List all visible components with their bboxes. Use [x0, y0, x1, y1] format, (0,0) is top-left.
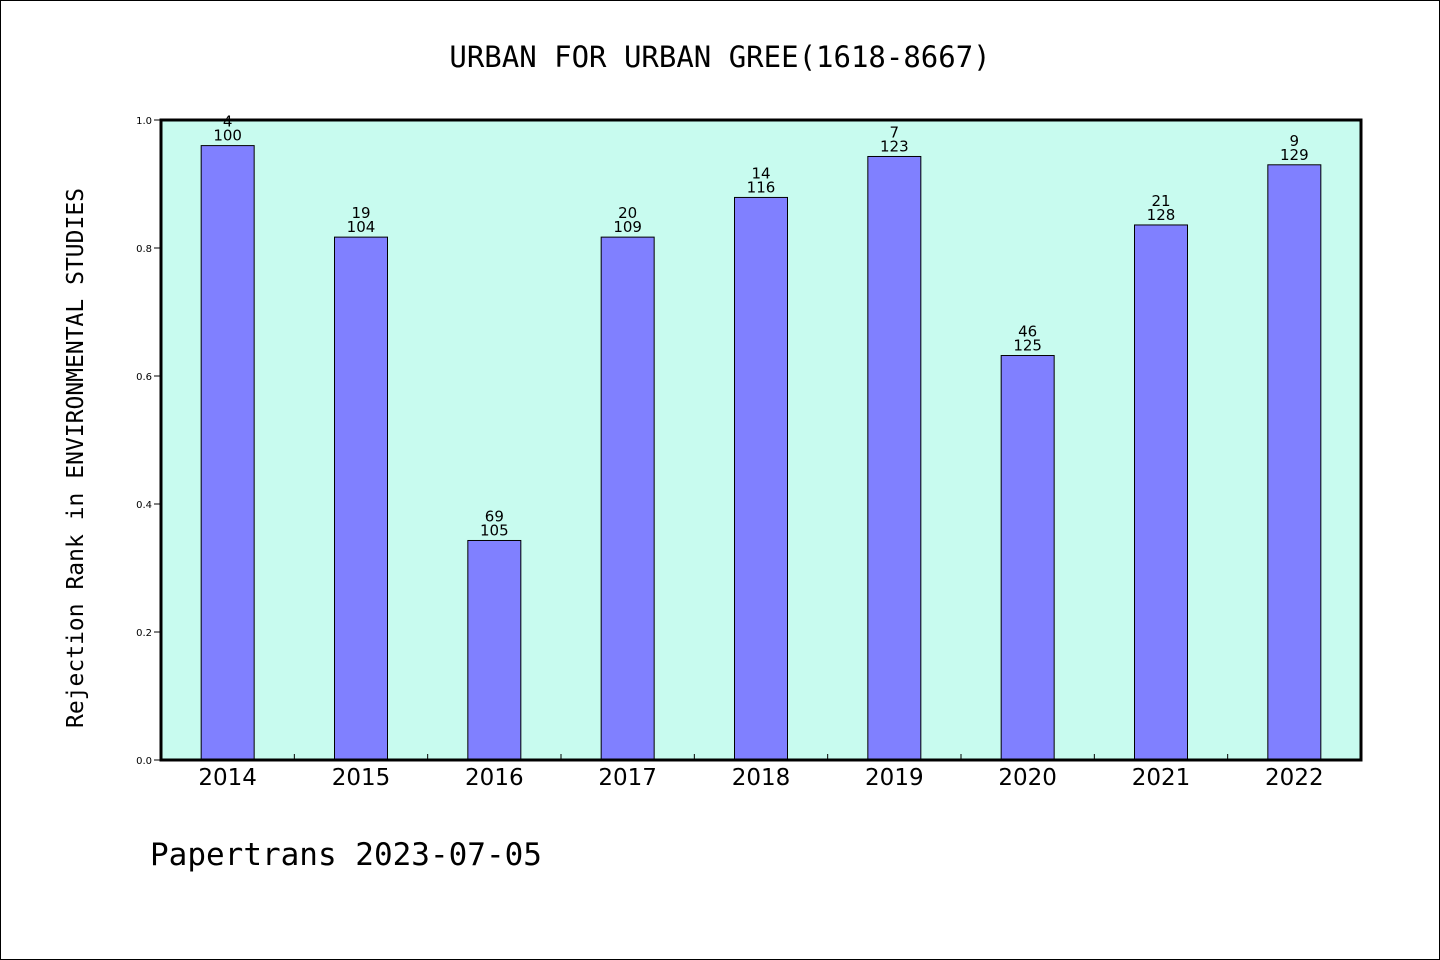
y-tick-label: 1.0: [136, 116, 152, 127]
x-tick-label-2014: 2014: [198, 765, 257, 791]
y-tick-label: 0.6: [136, 372, 152, 383]
y-tick-label: 0.8: [136, 244, 152, 255]
chart-title: URBAN FOR URBAN GREE(1618-8667): [449, 40, 990, 74]
x-tick-label-2018: 2018: [732, 765, 791, 791]
x-tick-label-2021: 2021: [1132, 765, 1191, 791]
total-label-2017: 109: [613, 218, 642, 236]
total-label-2015: 104: [347, 218, 376, 236]
x-tick-label-2022: 2022: [1265, 765, 1324, 791]
total-label-2016: 105: [480, 521, 509, 539]
total-label-2019: 123: [880, 137, 909, 155]
x-axis-ticks: 2014 2015 2016 2017 2018 2019 2020 2021 2022: [198, 754, 1324, 791]
bar-2016: [467, 539, 522, 761]
y-axis-ticks: 0.0 0.2 0.4 0.6 0.8 1.0: [136, 116, 161, 767]
y-axis-label: Rejection Rank in ENVIRONMENTAL STUDIES: [63, 188, 89, 728]
rank-label-2020: 46: [1018, 323, 1037, 341]
rank-label-2022: 9: [1290, 132, 1300, 150]
total-label-2018: 116: [747, 178, 776, 196]
x-tick-label-2020: 2020: [998, 765, 1057, 791]
x-tick-label-2017: 2017: [598, 765, 657, 791]
bar-2020: [1000, 355, 1055, 761]
rank-label-2021: 21: [1151, 192, 1170, 210]
total-label-2020: 125: [1013, 337, 1042, 355]
total-label-2022: 129: [1280, 146, 1309, 164]
bar-2019: [867, 155, 922, 761]
total-label-2014: 100: [213, 127, 242, 145]
rank-label-2014: 4: [223, 113, 233, 131]
rank-label-2019: 7: [890, 123, 900, 141]
bar-2021: [1134, 224, 1188, 761]
plot-border: [159, 118, 1363, 762]
y-tick-label: 0.2: [136, 628, 152, 639]
bars-layer: [200, 145, 1322, 761]
bar-2018: [734, 196, 788, 761]
y-tick-label: 0.0: [136, 756, 152, 767]
x-tick-label-2015: 2015: [332, 765, 391, 791]
bar-2015: [334, 236, 388, 761]
rank-label-2018: 14: [751, 164, 770, 182]
x-tick-label-2016: 2016: [465, 765, 524, 791]
rank-label-2015: 19: [351, 204, 370, 222]
rank-label-2016: 69: [485, 507, 504, 525]
bar-2014: [200, 145, 255, 761]
y-tick-label: 0.4: [136, 500, 152, 511]
rank-label-2017: 20: [618, 204, 637, 222]
bar-2022: [1267, 164, 1322, 761]
footer-date-stamp: Papertrans 2023-07-05: [150, 837, 542, 873]
x-tick-label-2019: 2019: [865, 765, 924, 791]
bar-2017: [600, 236, 655, 761]
total-label-2021: 128: [1147, 206, 1176, 224]
